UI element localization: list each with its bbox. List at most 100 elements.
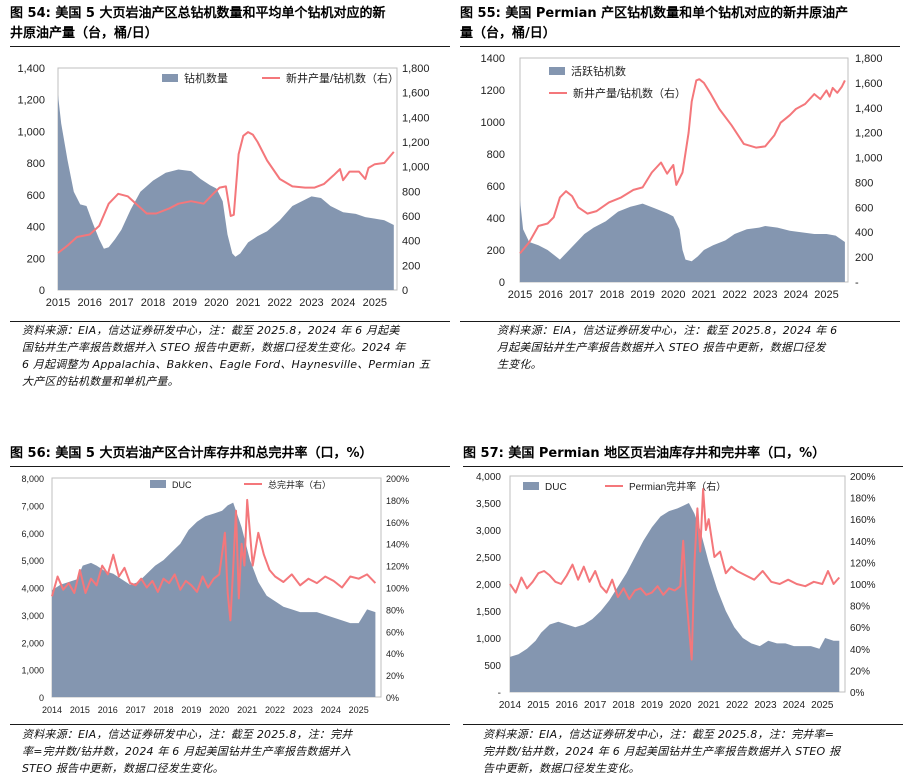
y2-tick-label: 20% [386, 671, 404, 681]
y-tick-label: 2,500 [476, 553, 501, 564]
figure-title-line2: 量（台，桶/日） [460, 26, 556, 41]
x-tick-label: 2019 [630, 289, 654, 301]
y-tick-label: 800 [27, 158, 45, 170]
x-tick-label: 2025 [349, 705, 369, 715]
x-tick-label: 2016 [77, 297, 101, 309]
x-tick-label: 2020 [669, 700, 692, 711]
y2-tick-label: 20% [850, 666, 870, 677]
legend-label: 总完井率（右） [268, 479, 331, 490]
series-area [58, 95, 394, 290]
x-tick-label: 2025 [363, 297, 387, 309]
x-tick-label: 2016 [556, 700, 579, 711]
y-tick-label: 4,000 [476, 472, 501, 483]
y2-tick-label: 600 [402, 211, 420, 223]
y-tick-label: 1200 [481, 85, 505, 97]
y2-tick-label: 0% [850, 688, 865, 699]
figure-title-line2: 井原油产量（台，桶/日） [10, 26, 158, 41]
x-tick-label: 2022 [726, 700, 749, 711]
y-tick-label: 1,000 [21, 666, 44, 676]
y2-tick-label: 100% [386, 584, 409, 594]
series-area [520, 200, 845, 282]
title-rule [463, 466, 903, 467]
legend-label: DUC [172, 480, 192, 490]
x-tick-label: 2021 [692, 289, 716, 301]
y-tick-label: 3,000 [476, 526, 501, 537]
x-tick-label: 2022 [268, 297, 292, 309]
source-note: 资料来源：EIA，信达证券研发中心，注：截至 2025.8，2024 年 6 月… [22, 322, 452, 390]
x-tick-label: 2025 [814, 289, 838, 301]
source-note: 资料来源：EIA，信达证券研发中心，注：截至 2025.8，2024 年 6 月… [497, 322, 902, 373]
chart-56: 0 1,000 2,000 3,000 4,000 5,000 6,000 7,000 8,00… [21, 474, 409, 715]
series-line [509, 488, 841, 661]
x-tick-label: 2016 [538, 289, 562, 301]
x-tick-label: 2020 [661, 289, 685, 301]
x-tick-label: 2016 [98, 705, 118, 715]
y2-tick-label: 0 [402, 285, 408, 297]
figure-title: 图 54: 美国 5 大页岩油产区总钻机数量和平均单个钻机对应的新 井原油产量（… [10, 4, 450, 44]
x-tick-label: 2023 [293, 705, 313, 715]
y2-tick-label: 200 [855, 252, 873, 264]
x-tick-label: 2025 [811, 700, 834, 711]
source-note: 资料来源：EIA，信达证券研发中心，注：截至 2025.8，注：完井 率=完井数… [22, 726, 452, 777]
x-tick-label: 2018 [600, 289, 624, 301]
x-tick-label: 2019 [172, 297, 196, 309]
source-line: 6 月起调整为 Appalachia、Bakken、Eagle Ford、Hay… [22, 358, 431, 371]
series-area [52, 502, 376, 697]
x-tick-label: 2015 [527, 700, 550, 711]
x-tick-label: 2022 [265, 705, 285, 715]
legend-swatch-area [150, 480, 166, 488]
legend-swatch-area [523, 482, 539, 490]
x-tick-label: 2024 [331, 297, 355, 309]
x-tick-label: 2018 [612, 700, 635, 711]
y-tick-label: 400 [27, 222, 45, 234]
source-rule [10, 724, 450, 725]
y2-tick-label: 1,200 [855, 128, 883, 140]
title-rule [460, 46, 900, 47]
y2-tick-label: 1,800 [855, 53, 883, 65]
source-line: 完井数/钻井数，2024 年 6 月起美国钻井生产率报告数据并入 STEO 报 [483, 745, 841, 758]
y-tick-label: 6,000 [21, 529, 44, 539]
y2-tick-label: 200% [386, 474, 409, 484]
chart-57: - 500 1,000 1,500 2,000 2,500 3,000 3,500 4,000 0… [476, 472, 876, 711]
y2-tick-label: 120% [850, 558, 876, 569]
y-tick-label: 2,000 [476, 580, 501, 591]
source-line: 资料来源：EIA，信达证券研发中心，注：截至 2025.8，注：完井率= [483, 728, 835, 741]
series-line [519, 78, 846, 255]
x-tick-label: 2023 [753, 289, 777, 301]
y-tick-label: 1,000 [17, 126, 45, 138]
y-tick-label: 3,500 [476, 499, 501, 510]
x-tick-label: 2014 [42, 705, 62, 715]
series-line [51, 498, 377, 622]
y2-tick-label: 0% [386, 693, 399, 703]
y2-tick-label: 40% [386, 649, 404, 659]
y2-tick-label: 60% [850, 623, 870, 634]
y2-tick-label: 800 [402, 186, 420, 198]
y2-tick-label: 1,000 [402, 162, 430, 174]
y2-tick-label: 180% [386, 496, 409, 506]
y2-tick-label: 160% [386, 518, 409, 528]
x-tick-label: 2018 [154, 705, 174, 715]
source-rule [463, 724, 903, 725]
chart-54: 0 200 400 600 800 1,000 1,200 1,400 0 200 400 600 80… [17, 63, 430, 309]
legend-label: 钻机数量 [184, 71, 228, 85]
x-tick-label: 2019 [181, 705, 201, 715]
figure-title-line1: 图 56: 美国 5 大页岩油产区合计库存井和总完井率（口，%） [10, 446, 373, 461]
y2-tick-label: 100% [850, 580, 876, 591]
x-tick-label: 2021 [237, 705, 257, 715]
legend-label: 新井产量/钻机数（右） [573, 86, 686, 100]
x-tick-label: 2017 [584, 700, 607, 711]
x-tick-label: 2017 [126, 705, 146, 715]
figure-title: 图 57: 美国 Permian 地区页岩油库存井和完井率（口，%） [463, 444, 903, 464]
x-tick-label: 2017 [569, 289, 593, 301]
x-tick-label: 2022 [722, 289, 746, 301]
y-tick-label: 1,500 [476, 607, 501, 618]
y2-tick-label: 120% [386, 562, 409, 572]
source-line: 生变化。 [497, 358, 542, 371]
figure-title: 图 56: 美国 5 大页岩油产区合计库存井和总完井率（口，%） [10, 444, 450, 464]
y-tick-label: 600 [487, 181, 505, 193]
source-line: 国钻井生产率报告数据并入 STEO 报告中更新，数据口径发生变化。2024 年 [22, 341, 406, 354]
y2-tick-label: 200 [402, 260, 420, 272]
x-tick-label: 2017 [109, 297, 133, 309]
y-tick-label: 5,000 [21, 556, 44, 566]
y2-tick-label: 80% [850, 602, 870, 613]
